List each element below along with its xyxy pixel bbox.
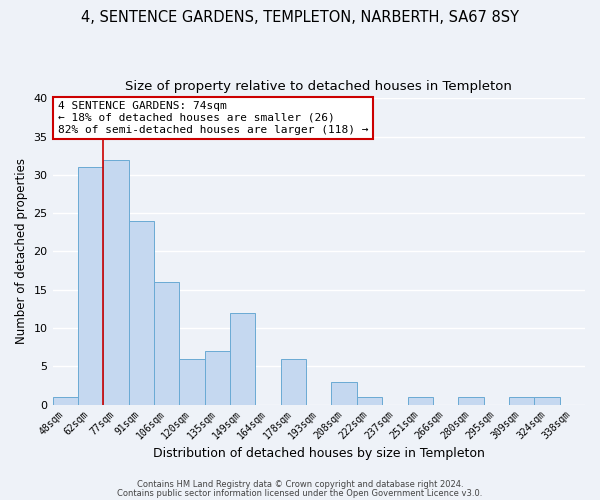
Bar (78, 167, 103, 404)
Bar (331, 382, 357, 404)
Bar (281, 358, 306, 405)
Bar (509, 397, 534, 404)
Bar (103, 160, 128, 404)
Text: Contains public sector information licensed under the Open Government Licence v3: Contains public sector information licen… (118, 488, 482, 498)
Text: 4, SENTENCE GARDENS, TEMPLETON, NARBERTH, SA67 8SY: 4, SENTENCE GARDENS, TEMPLETON, NARBERTH… (81, 10, 519, 25)
Title: Size of property relative to detached houses in Templeton: Size of property relative to detached ho… (125, 80, 512, 93)
Bar (179, 358, 205, 405)
Bar (154, 282, 179, 405)
Bar (458, 397, 484, 404)
Bar (357, 397, 382, 404)
Bar (53, 397, 78, 404)
Bar (407, 397, 433, 404)
Bar (128, 221, 154, 404)
Text: Contains HM Land Registry data © Crown copyright and database right 2024.: Contains HM Land Registry data © Crown c… (137, 480, 463, 489)
Bar (230, 312, 256, 404)
Y-axis label: Number of detached properties: Number of detached properties (15, 158, 28, 344)
Text: 4 SENTENCE GARDENS: 74sqm
← 18% of detached houses are smaller (26)
82% of semi-: 4 SENTENCE GARDENS: 74sqm ← 18% of detac… (58, 102, 368, 134)
Bar (205, 351, 230, 405)
Bar (534, 397, 560, 404)
X-axis label: Distribution of detached houses by size in Templeton: Distribution of detached houses by size … (153, 447, 485, 460)
